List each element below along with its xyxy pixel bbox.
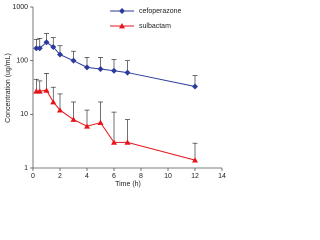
y-tick-label: 100	[16, 58, 28, 65]
x-tick-label: 8	[139, 173, 143, 180]
marker	[124, 69, 131, 76]
x-tick-label: 12	[191, 173, 199, 180]
marker	[97, 65, 104, 72]
legend-label: sulbactam	[139, 23, 171, 30]
marker	[57, 51, 63, 58]
marker	[43, 39, 50, 46]
x-tick-label: 10	[164, 173, 172, 180]
marker	[192, 157, 198, 163]
marker	[84, 64, 90, 71]
marker	[119, 8, 125, 14]
marker	[124, 139, 131, 145]
marker	[111, 67, 117, 74]
y-tick-label: 1	[24, 165, 28, 172]
y-axis-label: Concentration (ug/mL)	[5, 53, 12, 123]
marker	[33, 45, 40, 52]
chart: Time (h) Concentration (ug/mL) 110100100…	[5, 4, 226, 188]
x-tick-label: 2	[58, 173, 62, 180]
x-axis-label: Time (h)	[115, 181, 141, 188]
marker	[57, 107, 63, 113]
x-tick-label: 14	[218, 173, 226, 180]
y-tick-label: 1000	[12, 4, 28, 11]
marker	[119, 23, 125, 29]
marker	[70, 57, 77, 64]
marker	[43, 87, 50, 93]
marker	[84, 123, 90, 129]
marker	[70, 116, 77, 122]
legend-label: cefoperazone	[139, 8, 182, 15]
marker	[111, 139, 117, 145]
marker	[50, 43, 57, 50]
marker	[97, 119, 104, 126]
x-tick-label: 4	[85, 173, 89, 180]
marker	[36, 88, 43, 94]
x-tick-label: 6	[112, 173, 116, 180]
marker	[36, 45, 43, 52]
marker	[50, 98, 57, 105]
marker	[192, 83, 198, 90]
x-tick-label: 0	[31, 173, 35, 180]
y-tick-label: 10	[20, 111, 28, 118]
